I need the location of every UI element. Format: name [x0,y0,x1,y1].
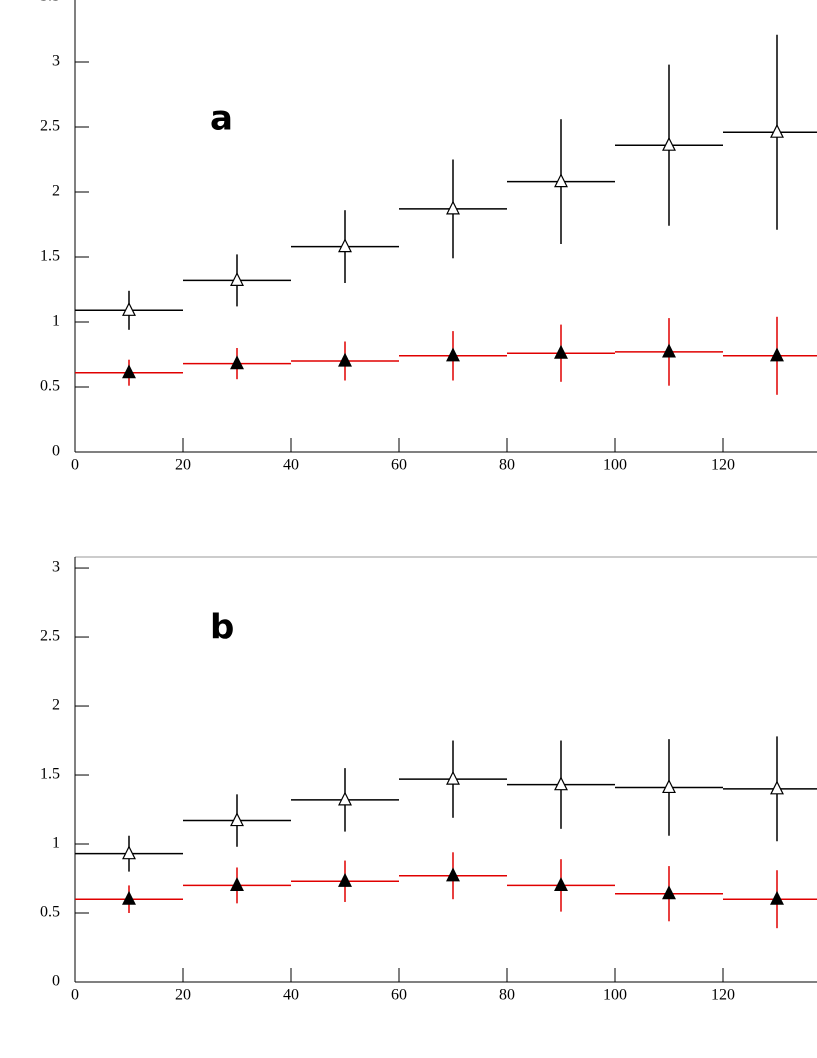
marker [770,123,784,138]
y-tick-label: 2.5 [40,118,60,135]
marker [122,301,136,316]
marker [662,779,676,794]
x-tick-label: 100 [603,457,627,474]
marker [770,780,784,795]
x-tick-label: 120 [711,457,735,474]
x-tick-label: 60 [391,457,407,474]
marker [338,791,352,806]
y-tick-label: 3.5 [40,0,60,5]
x-tick-label: 20 [175,457,191,474]
marker [662,343,676,358]
y-tick-label: 3 [52,559,60,576]
y-tick-label: 0 [52,443,60,460]
marker [554,877,568,892]
marker [554,776,568,791]
x-tick-label: 100 [603,987,627,1004]
marker [122,890,136,905]
marker [662,885,676,900]
y-tick-label: 2 [52,697,60,714]
x-tick-label: 40 [283,987,299,1004]
marker [338,872,352,887]
marker [338,238,352,253]
marker [122,364,136,379]
y-tick-label: 2 [52,183,60,200]
marker [662,136,676,151]
x-tick-label: 80 [499,987,515,1004]
y-tick-label: 1 [52,835,60,852]
y-tick-label: 1.5 [40,766,60,783]
y-tick-label: 3 [52,53,60,70]
marker [230,355,244,370]
x-tick-label: 40 [283,457,299,474]
marker [122,845,136,860]
marker [446,867,460,882]
x-tick-label: 20 [175,987,191,1004]
marker [770,347,784,362]
marker [446,347,460,362]
marker [770,890,784,905]
y-tick-label: 1.5 [40,248,60,265]
x-tick-label: 0 [71,987,79,1004]
marker [446,770,460,785]
marker [446,200,460,215]
y-tick-label: 2.5 [40,628,60,645]
marker [230,812,244,827]
marker [230,877,244,892]
marker [554,173,568,188]
x-tick-label: 60 [391,987,407,1004]
marker [554,344,568,359]
panel-label: b [210,608,234,648]
x-tick-label: 0 [71,457,79,474]
marker [230,272,244,286]
y-tick-label: 0.5 [40,378,60,395]
panel-label: a [210,99,233,139]
y-tick-label: 0 [52,973,60,990]
x-tick-label: 120 [711,987,735,1004]
y-tick-label: 0.5 [40,904,60,921]
marker [338,352,352,367]
y-tick-label: 1 [52,313,60,330]
x-tick-label: 80 [499,457,515,474]
